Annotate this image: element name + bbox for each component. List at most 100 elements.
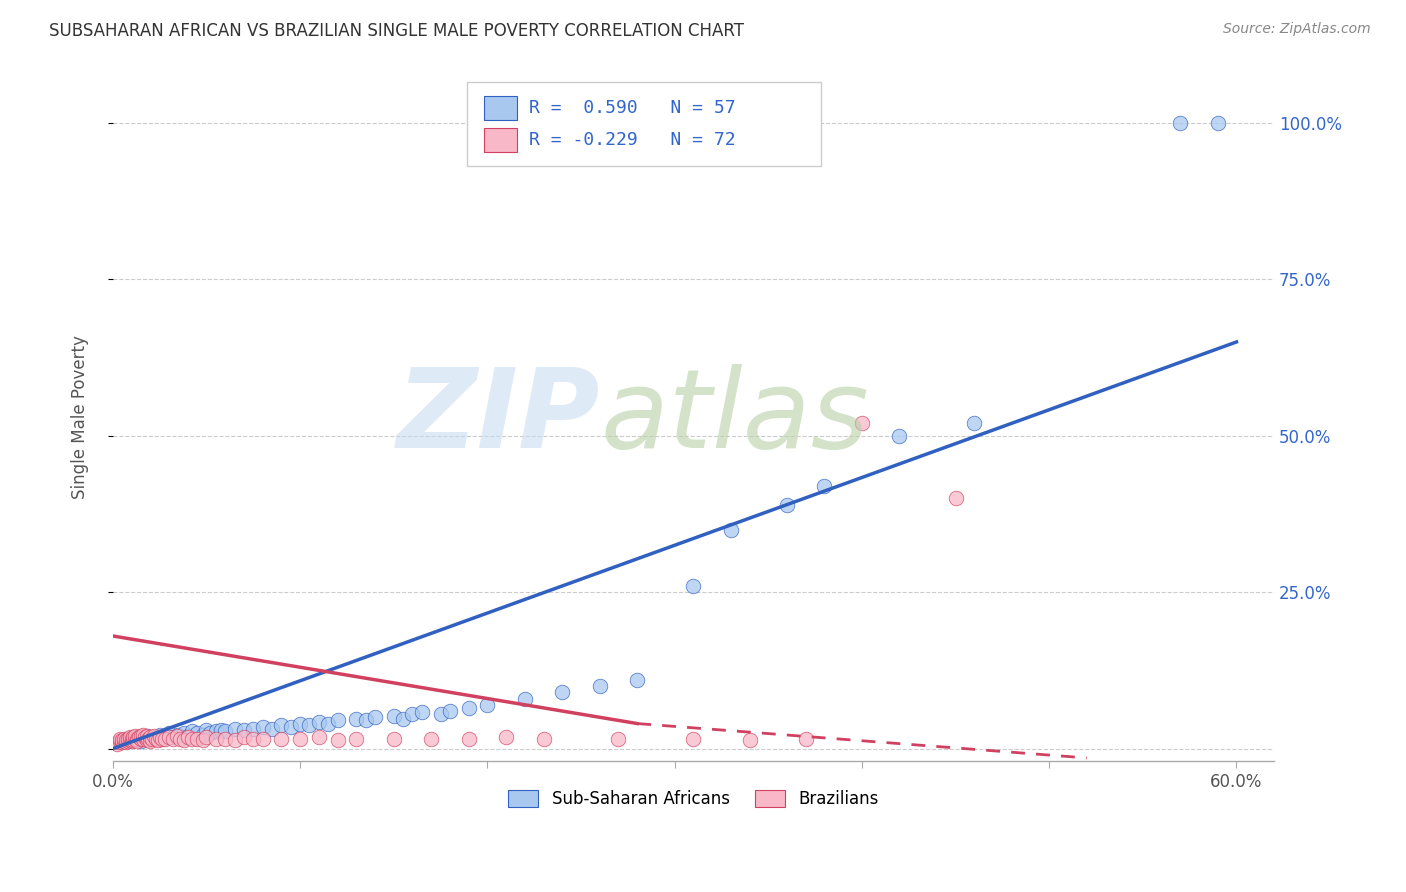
- Point: [129, 734, 152, 748]
- Point: [146, 732, 169, 747]
- Point: [173, 726, 195, 740]
- Point: [111, 735, 134, 749]
- Point: [127, 731, 149, 746]
- Point: [308, 715, 330, 730]
- Point: [122, 732, 145, 747]
- Point: [382, 709, 405, 723]
- Legend: Sub-Saharan Africans, Brazilians: Sub-Saharan Africans, Brazilians: [502, 783, 886, 814]
- Point: [162, 731, 184, 745]
- Y-axis label: Single Male Poverty: Single Male Poverty: [72, 335, 89, 499]
- Point: [167, 728, 190, 742]
- Point: [205, 731, 228, 746]
- Point: [177, 731, 200, 745]
- Point: [288, 732, 311, 747]
- Point: [111, 732, 134, 747]
- Point: [191, 728, 214, 742]
- Point: [364, 710, 387, 724]
- Text: Source: ZipAtlas.com: Source: ZipAtlas.com: [1223, 22, 1371, 37]
- Text: R =  0.590   N = 57: R = 0.590 N = 57: [529, 99, 735, 117]
- Point: [139, 734, 162, 748]
- Point: [682, 731, 704, 746]
- Point: [308, 731, 330, 745]
- Point: [129, 729, 152, 743]
- Point: [132, 731, 155, 746]
- Point: [117, 734, 139, 748]
- Point: [169, 731, 191, 746]
- Point: [326, 732, 349, 747]
- Point: [191, 732, 214, 747]
- Point: [127, 734, 149, 748]
- Point: [157, 726, 180, 740]
- Point: [124, 729, 146, 743]
- Point: [420, 731, 443, 746]
- Point: [214, 732, 236, 747]
- Point: [252, 732, 274, 747]
- Point: [205, 724, 228, 739]
- Point: [401, 707, 423, 722]
- Point: [105, 737, 128, 751]
- Point: [316, 716, 339, 731]
- Point: [139, 732, 162, 747]
- Point: [439, 704, 461, 718]
- Point: [589, 679, 612, 693]
- Point: [135, 732, 157, 747]
- Point: [166, 729, 188, 743]
- Point: [211, 723, 233, 737]
- Point: [135, 729, 157, 743]
- Point: [177, 729, 200, 743]
- Point: [110, 734, 132, 748]
- Point: [155, 731, 177, 746]
- Point: [457, 732, 479, 747]
- Point: [139, 731, 162, 745]
- Point: [963, 417, 986, 431]
- Point: [124, 732, 146, 747]
- Point: [132, 728, 155, 742]
- Point: [260, 722, 283, 736]
- Point: [155, 729, 177, 743]
- FancyBboxPatch shape: [467, 82, 821, 166]
- Point: [326, 714, 349, 728]
- Point: [118, 732, 141, 747]
- Point: [128, 731, 150, 745]
- Point: [118, 731, 141, 745]
- Point: [138, 731, 160, 746]
- Point: [195, 731, 218, 745]
- Point: [242, 731, 264, 746]
- Point: [115, 732, 138, 747]
- Point: [110, 732, 132, 747]
- Point: [124, 731, 146, 745]
- Point: [477, 698, 499, 712]
- Point: [720, 523, 742, 537]
- Point: [607, 732, 630, 747]
- Point: [682, 579, 704, 593]
- Point: [121, 734, 143, 748]
- Point: [851, 417, 873, 431]
- Point: [813, 479, 835, 493]
- Point: [115, 735, 138, 749]
- Point: [738, 732, 761, 747]
- Point: [889, 429, 911, 443]
- Point: [134, 731, 156, 745]
- Point: [122, 731, 145, 745]
- Point: [626, 673, 648, 687]
- Point: [145, 731, 167, 746]
- Point: [1168, 116, 1191, 130]
- Point: [457, 701, 479, 715]
- Point: [107, 735, 129, 749]
- Point: [112, 731, 135, 746]
- Point: [344, 731, 367, 746]
- Point: [1206, 116, 1229, 130]
- Point: [112, 734, 135, 748]
- Point: [186, 726, 208, 740]
- Point: [111, 735, 134, 749]
- Point: [224, 732, 246, 747]
- Point: [180, 731, 202, 746]
- Point: [280, 720, 302, 734]
- Text: ZIP: ZIP: [396, 364, 600, 470]
- Point: [288, 716, 311, 731]
- Point: [195, 723, 218, 737]
- Text: R = -0.229   N = 72: R = -0.229 N = 72: [529, 131, 735, 150]
- Point: [270, 731, 292, 746]
- Point: [117, 732, 139, 747]
- Point: [150, 732, 173, 747]
